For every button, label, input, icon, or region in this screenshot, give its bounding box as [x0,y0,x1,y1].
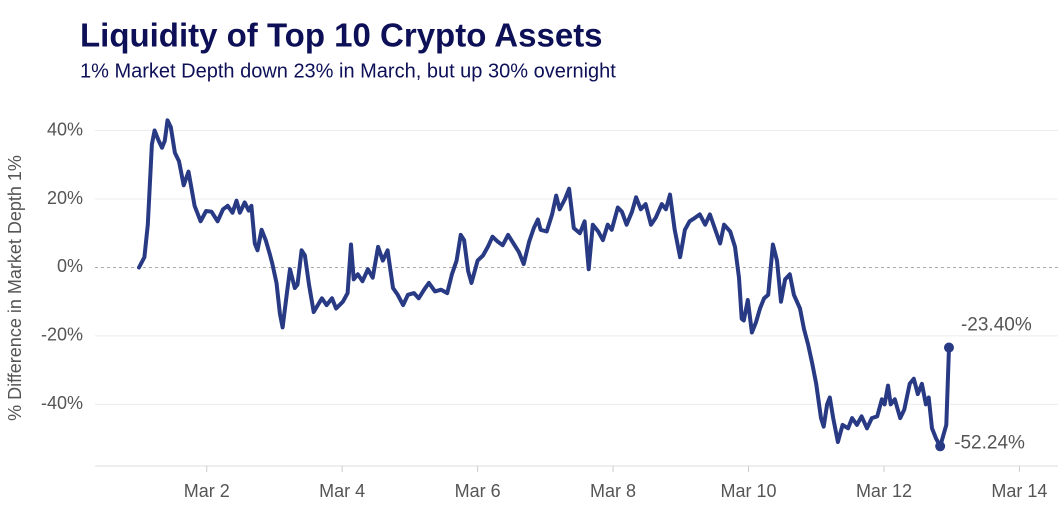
x-tick-label: Mar 6 [455,481,501,501]
y-tick-label: -40% [41,393,83,413]
y-tick-label: -20% [41,325,83,345]
x-tick-label: Mar 8 [590,481,636,501]
chart-subtitle: 1% Market Depth down 23% in March, but u… [80,60,616,82]
y-tick-label: 20% [47,188,83,208]
annotation-dot [943,342,954,353]
x-tick-label: Mar 14 [991,481,1047,501]
y-axis-label: % Difference in Market Depth 1% [5,155,25,421]
chart-title: Liquidity of Top 10 Crypto Assets [80,17,603,54]
x-tick-label: Mar 4 [319,481,365,501]
x-tick-label: Mar 12 [856,481,912,501]
x-tick-label: Mar 10 [720,481,776,501]
annotation-label: -52.24% [954,432,1025,453]
annotation-dot [935,441,946,452]
y-tick-label: 0% [57,256,83,276]
x-tick-label: Mar 2 [184,481,230,501]
annotation-label: -23.40% [961,315,1032,336]
line-series [137,118,951,449]
y-tick-label: 40% [47,119,83,139]
